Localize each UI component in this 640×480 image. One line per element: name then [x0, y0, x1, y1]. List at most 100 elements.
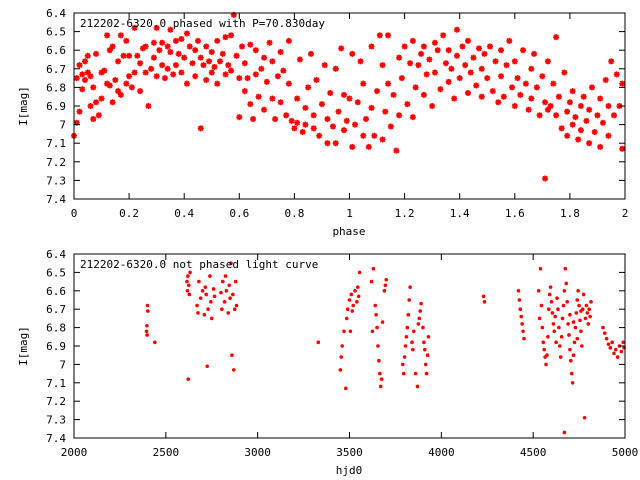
phased-data-point [550, 80, 557, 87]
unphased-data-point [188, 270, 192, 275]
phased-data-point [222, 34, 229, 41]
unphased-data-point [200, 289, 205, 293]
phased-data-point [379, 62, 386, 69]
phased-y-tick-label: 7.3 [46, 174, 66, 187]
unphased-data-point [380, 320, 385, 324]
phased-data-point [87, 73, 94, 80]
phased-data-point [280, 67, 287, 74]
phased-data-point [426, 56, 433, 63]
phased-data-point [610, 112, 617, 119]
unphased-data-point [342, 329, 346, 334]
phased-data-point [161, 75, 168, 82]
phased-data-point [258, 65, 265, 72]
unphased-data-point [186, 274, 190, 278]
phased-data-point [517, 91, 524, 98]
unphased-data-point [211, 287, 216, 291]
phased-data-point [123, 37, 130, 44]
unphased-data-point [416, 322, 421, 326]
unphased-data-point [588, 314, 592, 319]
phased-data-point [164, 43, 171, 50]
phased-data-point [120, 52, 127, 59]
phased-data-point [586, 106, 593, 113]
unphased-data-point [559, 335, 564, 339]
phased-data-point [241, 60, 248, 67]
unphased-data-point [206, 307, 210, 312]
phased-data-point [277, 49, 284, 56]
unphased-data-point [415, 384, 420, 389]
phased-data-point [79, 86, 86, 93]
phased-data-point [137, 88, 144, 95]
phased-data-point [178, 69, 185, 76]
unphased-data-point [574, 311, 579, 315]
phased-data-point [153, 24, 160, 31]
unphased-data-point [374, 312, 378, 317]
unphased-data-point [608, 346, 613, 350]
unphased-y-tick-label: 6.7 [46, 303, 66, 316]
unphased-data-point [517, 298, 522, 302]
unphased-data-point [482, 300, 487, 304]
unphased-data-point [555, 296, 559, 300]
unphased-data-point [205, 364, 209, 369]
phased-data-point [442, 60, 449, 67]
unphased-data-point [571, 353, 576, 358]
unphased-data-point [344, 386, 348, 391]
unphased-data-point [578, 318, 582, 323]
phased-data-point [575, 136, 582, 143]
phased-data-point [511, 58, 518, 65]
unphased-data-point [382, 289, 387, 293]
phased-y-axis-label: I[mag] [17, 86, 30, 126]
phased-data-point [159, 39, 166, 46]
phased-data-point [142, 69, 149, 76]
phased-x-tick-label: 1.8 [560, 207, 580, 220]
unphased-data-point [377, 358, 381, 363]
unphased-data-point [568, 312, 572, 317]
phased-data-point [346, 95, 353, 102]
unphased-data-point [375, 325, 379, 330]
unphased-data-point [219, 290, 223, 295]
unphased-data-point [561, 303, 566, 308]
phased-data-point [619, 80, 626, 87]
unphased-data-point [426, 335, 431, 339]
phased-data-point [131, 69, 138, 76]
unphased-data-point [373, 303, 378, 308]
phased-data-point [332, 65, 339, 72]
unphased-data-point [349, 292, 354, 297]
unphased-data-point [548, 285, 553, 289]
phased-data-point [87, 103, 94, 109]
unphased-data-point [606, 342, 611, 346]
phased-data-point [208, 49, 215, 56]
unphased-data-point [146, 309, 150, 313]
phased-data-point [79, 71, 86, 78]
unphased-data-point [220, 279, 225, 284]
unphased-x-axis-label: hjd0 [336, 464, 363, 477]
unphased-data-point [405, 325, 410, 330]
unphased-data-point [549, 300, 554, 304]
unphased-data-point [209, 300, 213, 304]
unphased-data-point [481, 294, 486, 299]
unphased-data-point [558, 355, 563, 359]
unphased-data-point [544, 362, 548, 367]
unphased-data-point [536, 289, 541, 293]
unphased-x-tick-label: 5000 [612, 446, 639, 459]
phased-data-point [200, 62, 207, 69]
unphased-data-point [589, 300, 593, 304]
phased-data-point [150, 39, 157, 46]
phased-data-point [203, 76, 210, 83]
phased-data-point [376, 32, 383, 39]
phased-x-axis-label: phase [332, 225, 365, 238]
phased-data-point [528, 65, 535, 72]
unphased-data-point [145, 333, 149, 337]
phased-x-tick-label: 2 [622, 207, 629, 220]
phased-y-tick-label: 7.2 [46, 156, 66, 169]
unphased-data-point [576, 289, 580, 293]
phased-data-point [84, 69, 91, 76]
phased-data-point [148, 65, 155, 72]
phased-data-point [553, 112, 560, 119]
phased-data-point [448, 65, 455, 72]
phased-data-point [302, 104, 309, 111]
unphased-data-point [560, 316, 565, 321]
phased-data-point [296, 56, 303, 63]
unphased-data-point [401, 371, 406, 376]
phased-data-point [131, 24, 138, 31]
